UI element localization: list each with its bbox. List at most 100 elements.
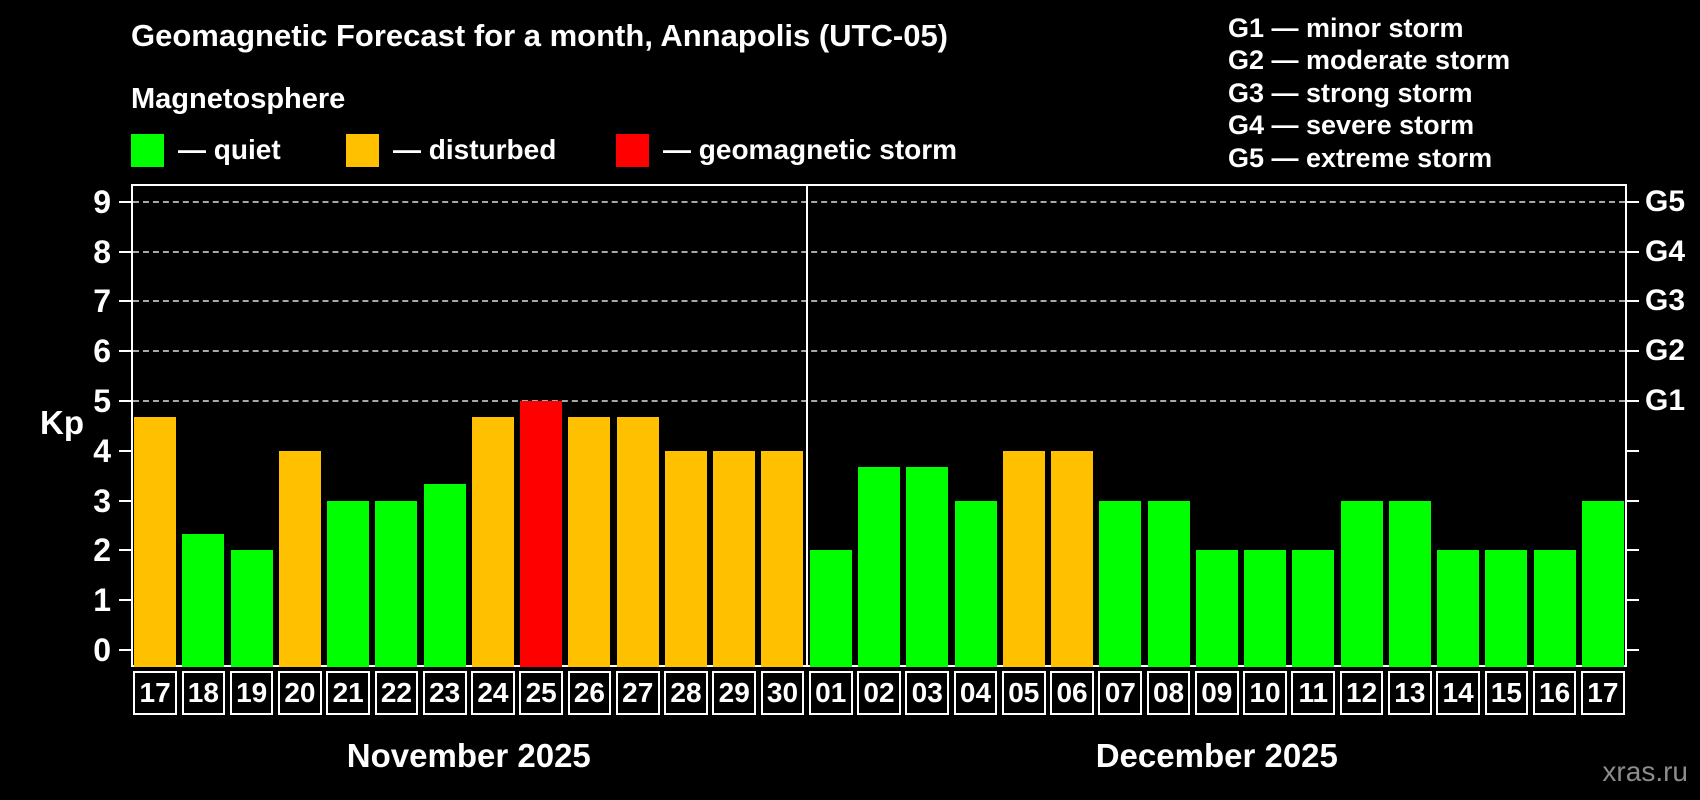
y-axis-tick-left-4 (119, 449, 131, 452)
kp-bar-nov-24 (471, 417, 514, 667)
storm-scale-line-3: G3 — strong storm (1228, 77, 1473, 108)
right-axis-label-g3: G3 (1645, 284, 1686, 318)
gridline-g3 (133, 300, 1625, 303)
y-axis-tick-left-8 (119, 250, 131, 253)
chart-subtitle: Magnetosphere (131, 83, 346, 115)
kp-bar-dec-12 (1340, 500, 1383, 667)
day-label-dec-07: 07 (1098, 671, 1143, 715)
y-axis-tick-label-2: 2 (93, 532, 111, 569)
storm-scale-line-4: G4 — severe storm (1228, 110, 1475, 141)
legend-item-storm: — geomagnetic storm (616, 133, 957, 167)
y-axis-tick-right-8 (1627, 250, 1639, 253)
day-label-nov-23: 23 (422, 671, 467, 715)
y-axis-tick-label-5: 5 (93, 383, 111, 419)
day-label-nov-19: 19 (229, 671, 274, 715)
legend-swatch-disturbed (346, 133, 379, 167)
day-label-dec-12: 12 (1339, 671, 1384, 715)
month-label-nov: November 2025 (346, 737, 591, 774)
day-label-nov-27: 27 (615, 671, 660, 715)
day-label-dec-13: 13 (1388, 671, 1432, 715)
kp-bar-dec-08 (1147, 500, 1190, 667)
y-axis-tick-left-9 (119, 200, 131, 203)
y-axis-tick-left-2 (119, 549, 131, 552)
kp-bar-dec-09 (1195, 550, 1238, 667)
y-axis-tick-label-4: 4 (93, 432, 111, 469)
day-label-dec-17: 17 (1581, 671, 1625, 715)
chart-title: Geomagnetic Forecast for a month, Annapo… (131, 18, 949, 53)
day-label-nov-26: 26 (567, 671, 612, 715)
kp-bar-dec-17 (1581, 500, 1624, 667)
gridline-g5 (133, 200, 1625, 203)
day-label-nov-18: 18 (181, 671, 226, 715)
day-label-nov-29: 29 (712, 671, 757, 715)
storm-scale-legend: G1 — minor storm G2 — moderate storm G3 — … (1228, 12, 1510, 174)
storm-scale-line-1: G1 — minor storm (1228, 13, 1464, 43)
day-label-nov-21: 21 (326, 671, 370, 715)
day-label-dec-02: 02 (857, 671, 901, 715)
kp-bar-dec-06 (1051, 450, 1094, 667)
y-axis-tick-right-2 (1627, 549, 1639, 552)
kp-bar-dec-16 (1533, 550, 1576, 667)
y-axis-tick-label-1: 1 (93, 582, 111, 619)
kp-bar-dec-14 (1437, 550, 1480, 667)
kp-bar-dec-07 (1099, 500, 1142, 667)
day-label-dec-04: 04 (953, 671, 998, 715)
y-axis-tick-label-7: 7 (93, 283, 111, 320)
y-axis-label: Kp (40, 404, 84, 441)
day-label-dec-14: 14 (1436, 671, 1480, 715)
kp-bar-dec-01 (809, 550, 852, 667)
y-axis-tick-right-4 (1627, 449, 1639, 452)
y-axis-tick-label-3: 3 (93, 482, 111, 519)
day-label-nov-30: 30 (760, 671, 805, 715)
day-label-dec-03: 03 (905, 671, 950, 715)
y-axis-tick-left-1 (119, 599, 131, 602)
legend-label-disturbed: — disturbed (393, 134, 557, 165)
y-axis-tick-right-3 (1627, 499, 1639, 502)
kp-bar-nov-22 (375, 500, 418, 667)
kp-bar-dec-04 (954, 500, 997, 667)
y-axis-tick-right-7 (1627, 300, 1639, 303)
kp-bar-nov-26 (568, 417, 611, 667)
legend-swatch-storm (616, 133, 649, 167)
y-axis-tick-left-3 (119, 499, 131, 502)
y-axis-tick-right-9 (1627, 200, 1639, 203)
kp-bar-dec-10 (1244, 550, 1287, 667)
right-axis-label-g4: G4 (1645, 234, 1686, 268)
y-axis-tick-right-1 (1627, 599, 1639, 602)
right-axis-label-g1: G1 (1645, 384, 1686, 417)
gridline-g1 (133, 400, 1625, 402)
legend-item-disturbed: — disturbed (346, 133, 556, 167)
day-label-dec-10: 10 (1243, 671, 1287, 715)
y-axis-tick-left-0 (119, 649, 131, 651)
kp-bar-nov-19 (230, 550, 273, 667)
kp-bar-dec-15 (1485, 550, 1528, 667)
day-label-dec-11: 11 (1291, 671, 1336, 715)
kp-bar-dec-03 (906, 467, 949, 667)
y-axis-tick-label-8: 8 (93, 233, 111, 270)
storm-scale-line-5: G5 — extreme storm (1228, 142, 1493, 173)
storm-scale-line-2: G2 — moderate storm (1228, 45, 1511, 76)
legend-label-storm: — geomagnetic storm (663, 134, 958, 165)
day-label-nov-28: 28 (664, 671, 708, 715)
kp-bar-nov-21 (327, 500, 370, 667)
day-label-dec-15: 15 (1484, 671, 1529, 715)
day-label-dec-05: 05 (1001, 671, 1046, 715)
kp-bar-nov-28 (664, 450, 707, 667)
kp-bar-dec-02 (858, 467, 900, 667)
day-label-nov-25: 25 (519, 671, 564, 715)
y-axis-tick-label-6: 6 (93, 333, 111, 370)
gridline-g2 (133, 350, 1625, 353)
gridline-g4 (133, 250, 1625, 253)
kp-bar-nov-30 (761, 450, 804, 667)
watermark: xras.ru (1602, 756, 1688, 787)
day-label-nov-22: 22 (374, 671, 419, 715)
y-axis-tick-left-7 (119, 300, 131, 303)
day-label-dec-16: 16 (1532, 671, 1577, 715)
day-label-dec-08: 08 (1146, 671, 1191, 715)
kp-bar-dec-13 (1388, 500, 1431, 667)
y-axis-tick-right-5 (1627, 400, 1639, 402)
right-axis-label-g2: G2 (1645, 334, 1686, 368)
legend-item-quiet: — quiet (131, 133, 281, 167)
kp-bar-nov-29 (713, 450, 756, 667)
